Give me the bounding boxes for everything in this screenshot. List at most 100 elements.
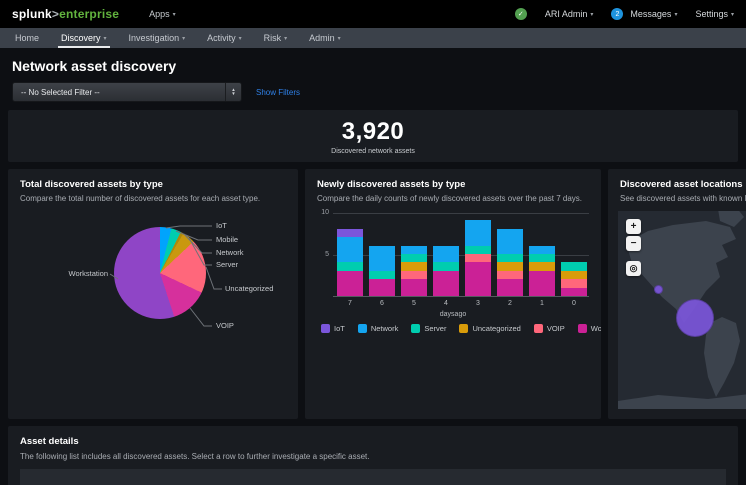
bar-segment-server[interactable] [401, 254, 427, 263]
splunk-logo[interactable]: splunk>enterprise [12, 7, 119, 21]
legend-swatch-icon [321, 324, 330, 333]
logo-brand: splunk [12, 7, 52, 21]
map-zoom-out-button[interactable]: − [626, 236, 641, 251]
nav-item-activity[interactable]: Activity ▾ [196, 28, 253, 48]
world-map[interactable]: + − ◎ [618, 211, 746, 409]
bar-segment-network[interactable] [529, 245, 555, 255]
bar-segment-workstation[interactable] [369, 279, 395, 296]
bar-segment-workstation[interactable] [561, 287, 587, 296]
bar-segment-voip[interactable] [401, 270, 427, 280]
column-header-country[interactable]: country⇅ [418, 469, 467, 485]
x-axis-tick: 6 [380, 300, 384, 307]
bar-daysago-0[interactable] [561, 262, 587, 296]
bar-segment-network[interactable] [433, 245, 459, 263]
bar-segment-workstation[interactable] [465, 262, 491, 296]
nav-item-home[interactable]: Home [4, 28, 50, 48]
column-header-firstdetect[interactable]: firstdetect⇅ [516, 469, 584, 485]
column-header-os[interactable]: os⇅ [94, 469, 123, 485]
bar-segment-server[interactable] [433, 262, 459, 271]
column-header-asset_type[interactable]: asset_type⇅ [20, 469, 94, 485]
nav-item-admin[interactable]: Admin ▾ [298, 28, 352, 48]
column-header-mac[interactable]: mac⇅ [227, 469, 276, 485]
bar-daysago-2[interactable] [497, 228, 523, 296]
asset-details-table: asset_type⇅os⇅nt_host⇅ip⇅mac⇅asset_class… [20, 469, 726, 485]
y-axis-tick-10: 10 [321, 209, 329, 216]
user-menu[interactable]: ARI Admin ▾ [545, 9, 594, 19]
bar-panel-subtitle: Compare the daily counts of newly discov… [317, 194, 583, 203]
column-header-state[interactable]: state⇅ [379, 469, 418, 485]
stepper-up-icon: ▲ [231, 87, 236, 92]
select-stepper-icon: ▲ ▼ [225, 83, 241, 101]
chart-panel-row: Total discovered assets by type Compare … [8, 169, 746, 419]
bar-segment-server[interactable] [465, 245, 491, 255]
pie-chart[interactable] [114, 227, 206, 319]
asset-details-subtitle: The following list includes all discover… [20, 452, 370, 461]
bar-segment-voip[interactable] [465, 254, 491, 263]
settings-menu[interactable]: Settings ▾ [695, 9, 734, 19]
topbar-right: ✓ ARI Admin ▾ 2 Messages ▾ Settings ▾ [514, 8, 734, 20]
column-header-asset_class[interactable]: asset_class⇅ [275, 469, 340, 485]
bar-segment-server[interactable] [497, 254, 523, 263]
caret-down-icon: ▾ [730, 11, 734, 18]
nav-item-label: Risk [263, 33, 282, 43]
column-header-user_id[interactable]: user_id⇅ [467, 469, 516, 485]
x-axis-tick: 5 [412, 300, 416, 307]
legend-label: IoT [334, 324, 345, 333]
bar-daysago-6[interactable] [369, 245, 395, 296]
column-header-age[interactable]: age⇅ [652, 469, 686, 485]
messages-menu[interactable]: 2 Messages ▾ [611, 8, 677, 20]
bar-segment-iot[interactable] [337, 228, 363, 238]
pie-label-server: Server [216, 260, 239, 269]
bar-segment-network[interactable] [465, 220, 491, 246]
bar-segment-workstation[interactable] [401, 279, 427, 296]
bar-segment-workstation[interactable] [497, 279, 523, 296]
bar-segment-workstation[interactable] [433, 270, 459, 296]
bar-segment-workstation[interactable] [529, 270, 555, 296]
bar-segment-voip[interactable] [561, 279, 587, 288]
nav-item-risk[interactable]: Risk ▾ [253, 28, 299, 48]
bar-segment-network[interactable] [401, 245, 427, 255]
bar-segment-uncategorized[interactable] [561, 270, 587, 280]
column-header-lastdetect[interactable]: lastdetect⇅ [584, 469, 653, 485]
nav-item-discovery[interactable]: Discovery ▾ [50, 28, 118, 48]
bar-segment-network[interactable] [337, 237, 363, 263]
pie-label-uncategorized: Uncategorized [225, 284, 274, 293]
x-axis-tick: 0 [572, 300, 576, 307]
map-zoom-in-button[interactable]: + [626, 219, 641, 234]
column-header-city[interactable]: city⇅ [340, 469, 379, 485]
bar-daysago-3[interactable] [465, 220, 491, 296]
show-filters-link[interactable]: Show Filters [256, 87, 301, 97]
pie-panel-title: Total discovered assets by type [20, 179, 163, 190]
column-header-class[interactable]: class⇅ [686, 469, 726, 485]
bar-segment-voip[interactable] [497, 270, 523, 280]
map-locate-button[interactable]: ◎ [626, 261, 641, 276]
bar-segment-uncategorized[interactable] [529, 262, 555, 271]
nav-item-investigation[interactable]: Investigation ▾ [118, 28, 197, 48]
column-header-ip[interactable]: ip⇅ [187, 469, 227, 485]
health-check-icon[interactable]: ✓ [514, 8, 527, 20]
kpi-caption: Discovered network assets [331, 147, 415, 155]
bar-plot: 10 5 [321, 209, 589, 297]
legend-item-server: Server [411, 324, 446, 333]
bar-daysago-1[interactable] [529, 245, 555, 296]
bar-segment-network[interactable] [497, 228, 523, 255]
bar-daysago-5[interactable] [401, 245, 427, 296]
bar-segment-server[interactable] [337, 262, 363, 271]
asset-location-marker-small[interactable] [654, 285, 663, 294]
bar-segment-workstation[interactable] [337, 270, 363, 296]
logo-gt: > [51, 7, 60, 21]
asset-location-marker-large[interactable] [676, 299, 714, 337]
bar-daysago-4[interactable] [433, 245, 459, 296]
bar-panel-title: Newly discovered assets by type [317, 179, 466, 190]
apps-menu[interactable]: Apps ▾ [149, 9, 176, 19]
bar-daysago-7[interactable] [337, 228, 363, 296]
bar-segment-uncategorized[interactable] [497, 262, 523, 271]
bar-segment-uncategorized[interactable] [401, 262, 427, 271]
filter-select[interactable]: -- No Selected Filter -- ▲ ▼ [12, 82, 242, 102]
bar-segment-network[interactable] [369, 245, 395, 271]
bar-segment-server[interactable] [561, 262, 587, 271]
bar-segment-server[interactable] [369, 270, 395, 280]
column-header-nt_host[interactable]: nt_host⇅ [124, 469, 187, 485]
bar-segment-server[interactable] [529, 254, 555, 263]
kpi-value: 3,920 [341, 117, 405, 145]
